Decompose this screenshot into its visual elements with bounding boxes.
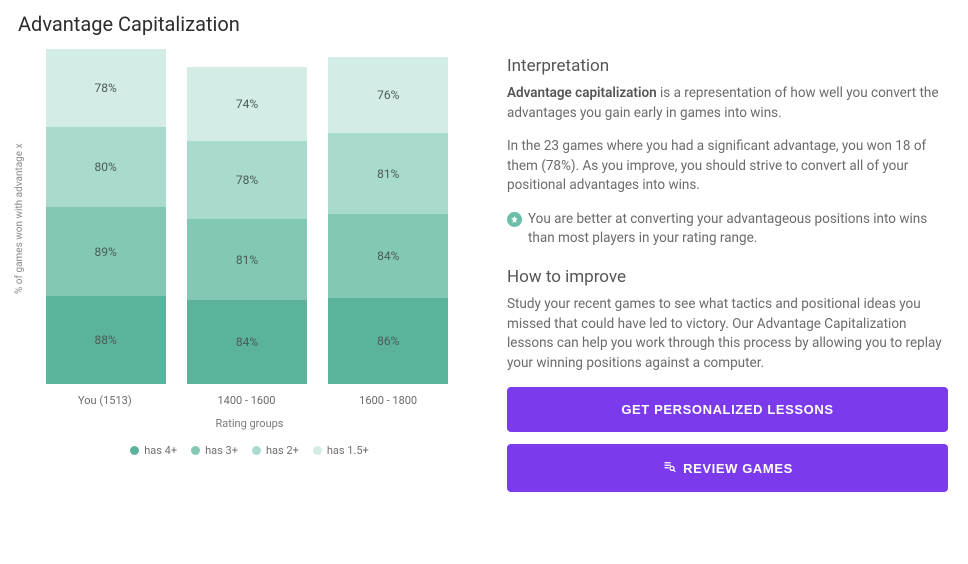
x-axis-labels: You (1513) 1400 - 1600 1600 - 1800 bbox=[12, 384, 467, 407]
interpretation-p1-strong: Advantage capitalization bbox=[507, 85, 657, 101]
get-lessons-button[interactable]: GET PERSONALIZED LESSONS bbox=[507, 387, 948, 432]
bar-segment: 78% bbox=[187, 141, 307, 219]
bar-segment: 86% bbox=[328, 298, 448, 384]
legend-label: has 1.5+ bbox=[327, 444, 369, 457]
legend-item: has 4+ bbox=[130, 444, 177, 457]
bar-segment: 84% bbox=[328, 214, 448, 298]
improve-text: Study your recent games to see what tact… bbox=[507, 295, 948, 373]
bar-segment: 81% bbox=[328, 133, 448, 214]
x-axis-title: Rating groups bbox=[12, 417, 467, 430]
main-layout: % of games won with advantage x 88%89%80… bbox=[12, 54, 948, 492]
x-axis-tick-label: You (1513) bbox=[45, 394, 165, 407]
bar-segment: 76% bbox=[328, 57, 448, 133]
bar-segment: 74% bbox=[187, 67, 307, 141]
review-games-button[interactable]: REVIEW GAMES bbox=[507, 444, 948, 492]
legend-item: has 3+ bbox=[191, 444, 238, 457]
improve-heading: How to improve bbox=[507, 267, 948, 287]
x-axis-tick-label: 1400 - 1600 bbox=[186, 394, 306, 407]
bar-segment: 81% bbox=[187, 219, 307, 300]
legend-label: has 2+ bbox=[266, 444, 299, 457]
interpretation-p2: In the 23 games where you had a signific… bbox=[507, 137, 948, 196]
bar-stack: 88%89%80%78% bbox=[46, 49, 166, 384]
chart-panel: % of games won with advantage x 88%89%80… bbox=[12, 54, 467, 492]
review-games-label: REVIEW GAMES bbox=[683, 461, 793, 476]
interpretation-p1: Advantage capitalization is a representa… bbox=[507, 84, 948, 123]
interpretation-heading: Interpretation bbox=[507, 56, 948, 76]
review-icon bbox=[662, 459, 677, 477]
y-axis-label: % of games won with advantage x bbox=[12, 54, 27, 384]
info-panel: Interpretation Advantage capitalization … bbox=[507, 54, 948, 492]
legend-swatch bbox=[130, 446, 139, 455]
star-icon bbox=[507, 212, 522, 227]
bar-segment: 78% bbox=[46, 49, 166, 127]
interpretation-highlight-text: You are better at converting your advant… bbox=[528, 210, 948, 249]
bar-segment: 80% bbox=[46, 127, 166, 207]
get-lessons-label: GET PERSONALIZED LESSONS bbox=[621, 402, 833, 417]
legend-swatch bbox=[191, 446, 200, 455]
bar-stack: 86%84%81%76% bbox=[328, 57, 448, 384]
legend-label: has 3+ bbox=[205, 444, 238, 457]
bars-container: 88%89%80%78%84%81%78%74%86%84%81%76% bbox=[27, 54, 467, 384]
bar-group: 84%81%78%74% bbox=[187, 67, 307, 384]
legend-item: has 1.5+ bbox=[313, 444, 369, 457]
legend-item: has 2+ bbox=[252, 444, 299, 457]
legend-swatch bbox=[252, 446, 261, 455]
bar-group: 86%84%81%76% bbox=[328, 57, 448, 384]
bar-segment: 88% bbox=[46, 296, 166, 384]
x-axis-tick-label: 1600 - 1800 bbox=[328, 394, 448, 407]
page-title: Advantage Capitalization bbox=[18, 12, 948, 36]
chart-legend: has 4+ has 3+ has 2+ has 1.5+ bbox=[12, 444, 467, 457]
interpretation-highlight: You are better at converting your advant… bbox=[507, 210, 948, 249]
bar-segment: 89% bbox=[46, 207, 166, 296]
bar-group: 88%89%80%78% bbox=[46, 49, 166, 384]
bar-stack: 84%81%78%74% bbox=[187, 67, 307, 384]
legend-swatch bbox=[313, 446, 322, 455]
legend-label: has 4+ bbox=[144, 444, 177, 457]
bar-segment: 84% bbox=[187, 300, 307, 384]
